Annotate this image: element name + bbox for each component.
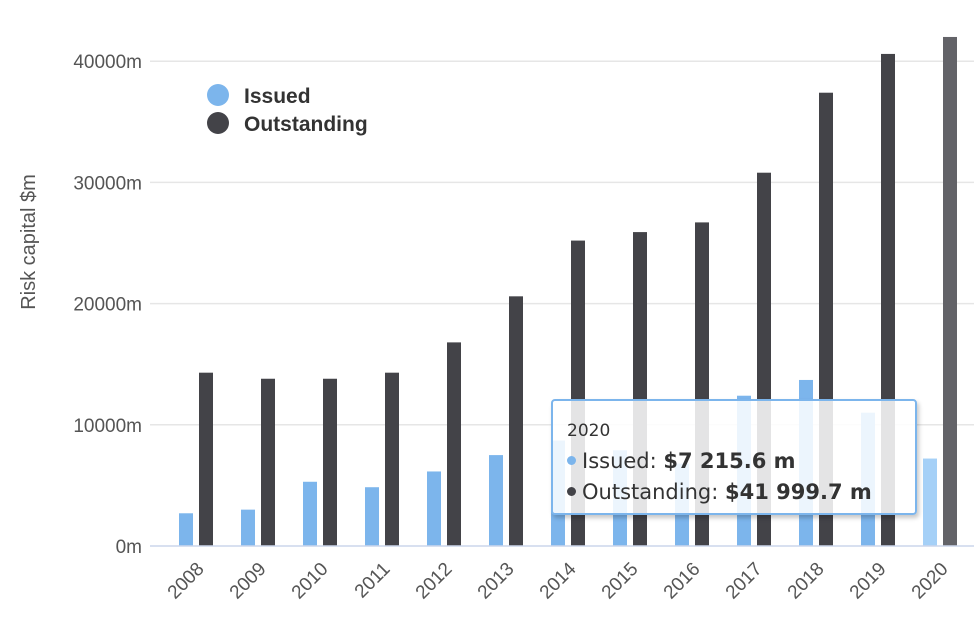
bar-outstanding-2009[interactable] bbox=[261, 378, 275, 546]
bar-issued-2020[interactable] bbox=[923, 458, 937, 546]
bar-issued-2008[interactable] bbox=[179, 513, 193, 546]
x-tick-label: 2013 bbox=[474, 559, 519, 604]
tooltip-value: $7 215.6 m bbox=[663, 449, 796, 473]
x-tick-label: 2017 bbox=[722, 559, 767, 604]
y-tick-label: 0m bbox=[116, 537, 142, 558]
x-tick-label: 2012 bbox=[412, 559, 457, 604]
legend[interactable]: Issued Outstanding bbox=[207, 84, 368, 136]
x-tick-label: 2010 bbox=[288, 559, 333, 604]
tooltip-label: Issued: bbox=[582, 449, 664, 473]
x-tick-label: 2018 bbox=[784, 559, 829, 604]
bar-outstanding-2013[interactable] bbox=[509, 296, 523, 546]
bar-outstanding-2020[interactable] bbox=[943, 36, 957, 547]
legend-outstanding-icon[interactable] bbox=[207, 112, 229, 134]
tooltip-row-issued: Issued: $7 215.6 m bbox=[567, 449, 796, 473]
issued-dot-icon bbox=[567, 455, 576, 465]
tooltip-title: 2020 bbox=[567, 421, 611, 441]
x-tick-label: 2014 bbox=[536, 558, 581, 603]
bar-outstanding-2011[interactable] bbox=[385, 372, 399, 546]
x-tick-label: 2020 bbox=[908, 559, 953, 604]
bar-outstanding-2012[interactable] bbox=[447, 342, 461, 546]
x-axis-ticks: 2008 2009 2010 2011 2012 2013 2014 2015 2016 2017… bbox=[164, 558, 953, 603]
bar-issued-2011[interactable] bbox=[365, 487, 379, 546]
legend-issued-icon[interactable] bbox=[207, 84, 229, 106]
bar-issued-2009[interactable] bbox=[241, 509, 255, 546]
x-tick-label: 2011 bbox=[351, 559, 395, 603]
legend-outstanding-label[interactable]: Outstanding bbox=[244, 113, 368, 136]
tooltip-label: Outstanding: bbox=[582, 480, 725, 504]
bar-issued-2012[interactable] bbox=[427, 471, 441, 546]
y-tick-label: 40000m bbox=[73, 52, 142, 73]
bar-issued-2010[interactable] bbox=[303, 481, 317, 546]
x-tick-label: 2015 bbox=[598, 559, 643, 604]
bar-outstanding-2008[interactable] bbox=[199, 372, 213, 546]
y-tick-label: 20000m bbox=[73, 295, 142, 316]
x-tick-label: 2008 bbox=[164, 559, 209, 604]
tooltip-row-outstanding: Outstanding: $41 999.7 m bbox=[567, 480, 872, 504]
bar-issued-2013[interactable] bbox=[489, 455, 503, 546]
tooltip-value: $41 999.7 m bbox=[724, 480, 872, 504]
x-tick-label: 2009 bbox=[226, 559, 271, 604]
y-tick-label: 10000m bbox=[73, 416, 142, 437]
legend-issued-label[interactable]: Issued bbox=[244, 85, 311, 108]
outstanding-dot-icon bbox=[567, 486, 576, 496]
x-tick-label: 2019 bbox=[846, 559, 891, 604]
bar-outstanding-2010[interactable] bbox=[323, 378, 337, 546]
y-axis-title: Risk capital $m bbox=[18, 174, 40, 310]
x-tick-label: 2016 bbox=[660, 559, 705, 604]
y-axis-ticks: 0m 10000m 20000m 30000m 40000m bbox=[73, 52, 142, 558]
tooltip: 2020 Issued: $7 215.6 m Outstanding: $41… bbox=[551, 399, 917, 515]
y-tick-label: 30000m bbox=[73, 173, 142, 194]
